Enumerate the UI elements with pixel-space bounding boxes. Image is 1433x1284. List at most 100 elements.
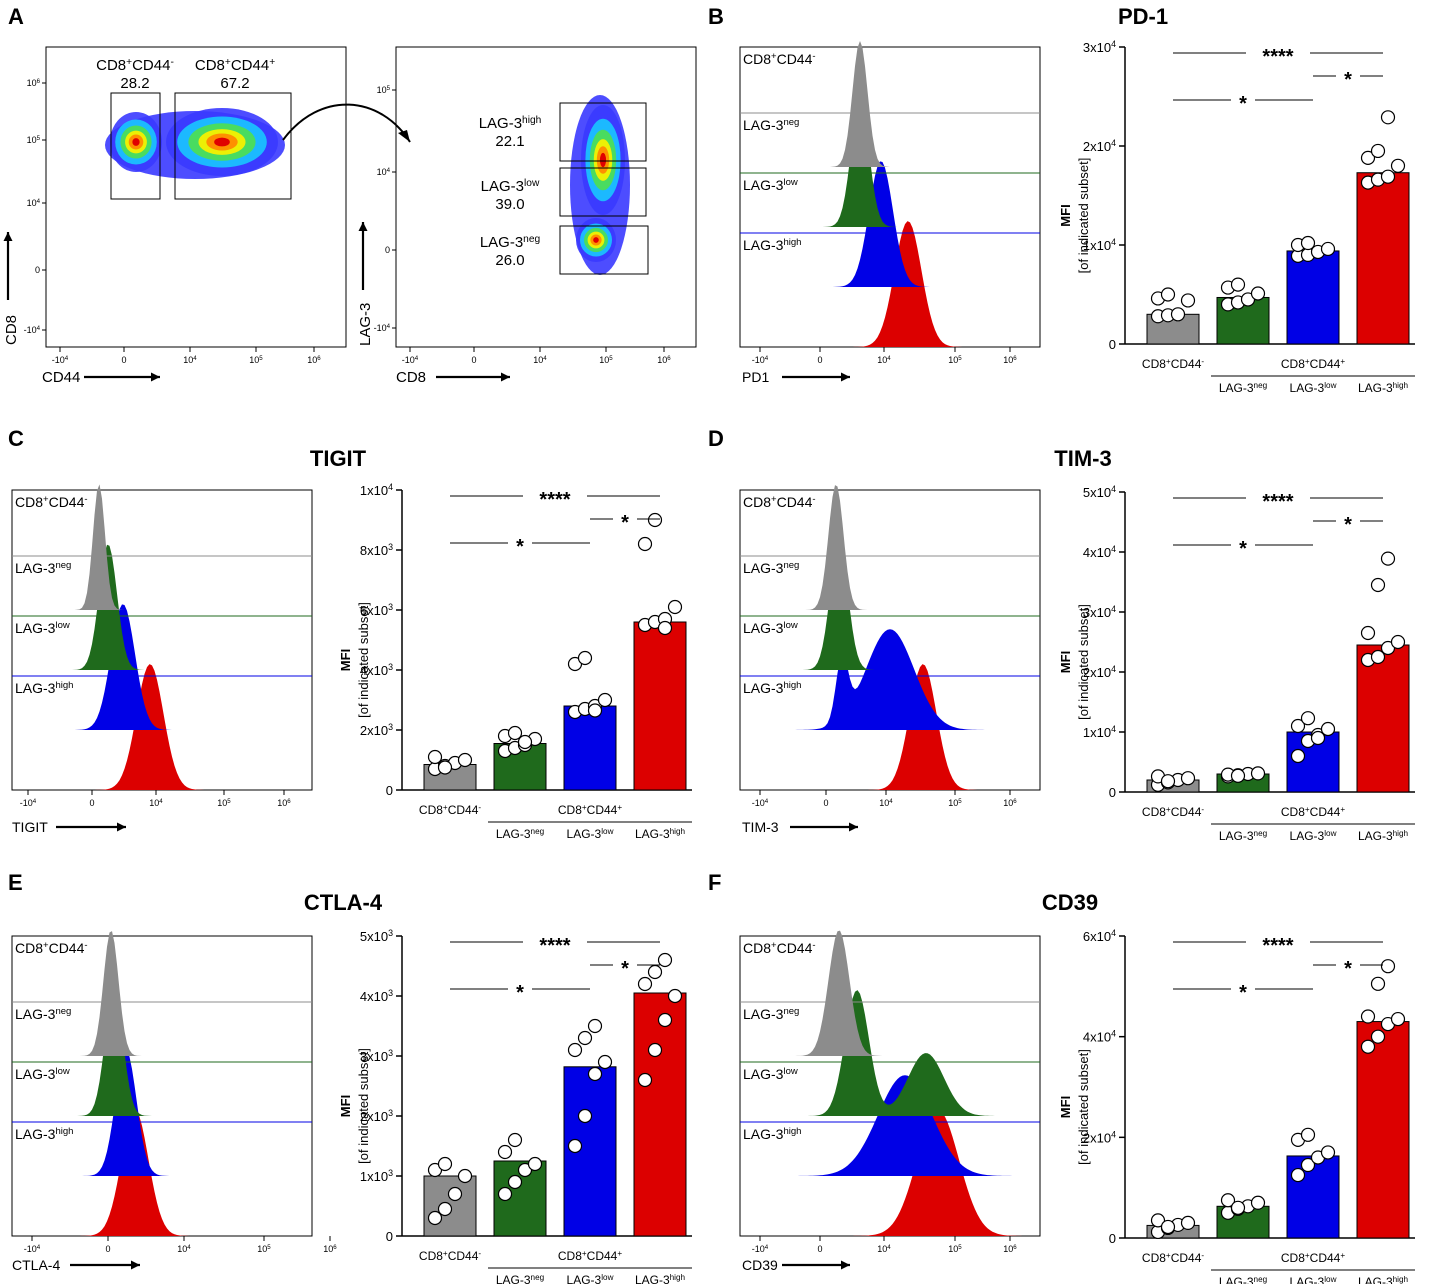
superscript: 4 bbox=[887, 355, 891, 362]
text-span: LAG-3 bbox=[15, 560, 56, 576]
lane-label-lag3neg: LAG-3neg bbox=[743, 117, 799, 134]
histogram-lag3high bbox=[740, 1110, 1040, 1236]
data-point-lag3neg bbox=[1250, 286, 1266, 301]
superscript: 4 bbox=[159, 798, 163, 805]
superscript: 4 bbox=[765, 355, 769, 362]
data-point-lag3high bbox=[1370, 143, 1386, 159]
text-span: CD8 bbox=[15, 940, 43, 956]
gate-transfer-arrow-head bbox=[398, 130, 410, 142]
superscript: high bbox=[783, 680, 801, 691]
x-tick-label: 0 bbox=[89, 798, 94, 808]
superscript: 6 bbox=[667, 355, 671, 362]
x-axis-arrow-a2-head bbox=[501, 372, 510, 382]
chart-title-CD39: CD39 bbox=[1042, 890, 1098, 915]
text-span: 0 bbox=[823, 798, 828, 808]
y-axis-label-a2: LAG-3 bbox=[357, 303, 374, 346]
data-point-lag3low bbox=[597, 692, 613, 708]
superscript: 6 bbox=[1013, 1244, 1017, 1251]
data-point-cd8cd44neg bbox=[427, 1210, 443, 1226]
x-tick-label: 105 bbox=[599, 355, 613, 366]
text-span: F bbox=[708, 870, 721, 895]
data-point-lag3low bbox=[567, 1138, 583, 1154]
text-span: CD44 bbox=[1171, 805, 1202, 819]
superscript: + bbox=[771, 51, 777, 62]
superscript: + bbox=[43, 494, 49, 505]
y-tick-label: 104 bbox=[377, 167, 391, 178]
y-tick-label: 1x104 bbox=[1083, 237, 1116, 253]
text-span: * bbox=[516, 536, 524, 558]
bar-lag3high bbox=[1356, 644, 1410, 793]
bar-lag3high bbox=[1356, 1021, 1410, 1239]
text-span: -10 bbox=[374, 323, 387, 333]
superscript: low bbox=[783, 177, 797, 188]
superscript: 3 bbox=[388, 1168, 393, 1178]
text-span: -10 bbox=[752, 798, 765, 808]
text-span: TIM-3 bbox=[742, 819, 779, 835]
superscript: 3 bbox=[388, 722, 393, 732]
x-axis-label-PD-1: PD1 bbox=[742, 369, 769, 385]
text-span: 10 bbox=[307, 355, 317, 365]
chart-title-TIM-3: TIM-3 bbox=[1054, 446, 1111, 471]
text-span: 10 bbox=[27, 198, 37, 208]
category-label-lag3high: LAG-3high bbox=[1358, 381, 1408, 396]
superscript: + bbox=[43, 940, 49, 951]
y-tick-label: 6x104 bbox=[1083, 928, 1116, 944]
superscript: high bbox=[670, 827, 685, 836]
data-point-lag3high bbox=[1380, 110, 1396, 125]
superscript: neg bbox=[531, 1273, 545, 1282]
superscript: 4 bbox=[388, 482, 393, 492]
text-span: B bbox=[708, 4, 724, 29]
superscript: + bbox=[443, 1249, 448, 1258]
histogram-lag3low bbox=[740, 161, 1040, 287]
superscript: high bbox=[783, 237, 801, 248]
superscript: 4 bbox=[1111, 724, 1116, 734]
superscript: 5 bbox=[958, 355, 962, 362]
superscript: + bbox=[617, 803, 622, 812]
text-span: CD8 bbox=[1142, 1251, 1166, 1265]
text-span: 1x10 bbox=[360, 483, 388, 498]
density-lag3-neg-red bbox=[593, 237, 599, 243]
superscript: 4 bbox=[37, 198, 41, 205]
superscript: 5 bbox=[387, 85, 391, 92]
data-point-lag3high bbox=[667, 599, 683, 615]
bar-lag3low bbox=[563, 705, 617, 791]
y-tick-label: 5x104 bbox=[1083, 484, 1116, 500]
superscript: + bbox=[1340, 1251, 1345, 1260]
y-tick-label: 1x104 bbox=[360, 482, 393, 498]
data-point-lag3high bbox=[647, 1042, 663, 1058]
superscript: 5 bbox=[958, 798, 962, 805]
text-span: LAG-3 bbox=[743, 1126, 784, 1142]
text-span: A bbox=[8, 4, 24, 29]
data-point-cd8cd44neg bbox=[437, 1201, 453, 1217]
superscript: high bbox=[55, 1126, 73, 1137]
lane-label-cd8cd44neg: CD8+CD44- bbox=[743, 940, 816, 957]
text-span: 5x10 bbox=[360, 929, 388, 944]
superscript: + bbox=[1340, 357, 1345, 366]
data-point-lag3low bbox=[577, 1108, 593, 1124]
text-span: LAG-3 bbox=[357, 303, 374, 346]
superscript: low bbox=[783, 1066, 797, 1077]
text-span: 6x10 bbox=[360, 603, 388, 618]
text-span: CD44 bbox=[448, 803, 479, 817]
text-span: -10 bbox=[24, 1244, 37, 1254]
text-span: TIGIT bbox=[310, 446, 367, 471]
text-span: LAG-3 bbox=[15, 680, 56, 696]
superscript: 4 bbox=[1111, 484, 1116, 494]
text-span: 10 bbox=[948, 1244, 958, 1254]
text-span: LAG-3 bbox=[15, 620, 56, 636]
data-point-lag3low bbox=[1300, 1127, 1316, 1142]
superscript: 3 bbox=[388, 1048, 393, 1058]
text-span: 26.0 bbox=[495, 252, 524, 269]
y-tick-label: 105 bbox=[377, 85, 391, 96]
text-span: 0 bbox=[386, 1229, 393, 1244]
superscript: neg bbox=[55, 1006, 71, 1017]
x-tick-label: 106 bbox=[1003, 355, 1017, 366]
significance-label: **** bbox=[539, 935, 570, 957]
category-label-lag3low: LAG-3low bbox=[567, 1273, 614, 1284]
data-point-lag3low bbox=[577, 650, 593, 666]
text-span: LAG-3 bbox=[635, 827, 670, 841]
superscript: + bbox=[443, 803, 448, 812]
density-cd44pos-red bbox=[214, 137, 230, 147]
text-span: LAG-3 bbox=[480, 234, 523, 251]
